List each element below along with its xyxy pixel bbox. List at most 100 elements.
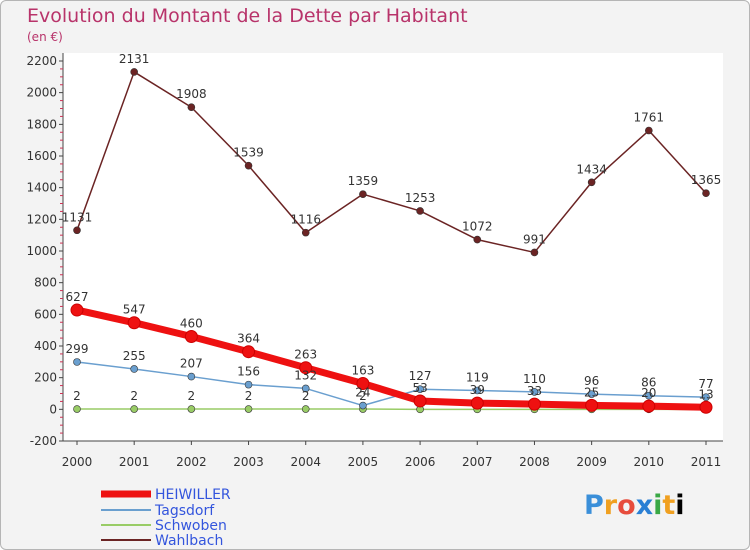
data-label: 364 [237,332,260,346]
series-line-tagsdorf [76,361,707,407]
x-tick-label: 2004 [290,455,321,469]
data-label: 1365 [691,173,722,187]
data-point [645,391,653,400]
data-point [130,68,138,76]
data-label: 2131 [119,52,150,66]
legend-label: Schwoben [155,518,227,534]
data-label: 163 [351,364,374,378]
data-label: 207 [180,357,203,371]
y-minor-tick [60,361,63,363]
y-minor-tick [60,76,63,78]
data-label: 2 [302,389,310,403]
data-label: 2 [73,389,81,403]
y-minor-tick [60,131,63,133]
data-label: 77 [698,377,713,391]
data-label: 2 [245,389,253,403]
data-label: 460 [180,317,203,331]
data-point [587,390,596,398]
data-point [301,228,310,237]
data-label: 2 [188,389,196,403]
data-point [359,190,367,198]
data-label: 20 [641,386,656,400]
data-point [73,405,81,413]
x-tick-label: 2007 [462,455,493,469]
data-point [70,303,84,317]
x-tick-label: 2006 [405,455,436,469]
data-label: 1761 [634,111,665,125]
data-point [244,161,253,170]
data-point [642,399,656,413]
data-point [184,330,198,343]
y-minor-tick [60,424,63,426]
data-point [359,401,367,410]
data-point [244,380,253,389]
x-tick-label: 2003 [233,455,264,469]
y-minor-tick [60,147,63,149]
y-minor-tick [60,400,63,402]
data-point [73,358,81,366]
y-tick-label: 2200 [26,54,57,68]
y-tick-label: 1600 [26,149,57,163]
y-minor-tick [60,242,63,244]
y-minor-tick [60,416,63,418]
data-label: 33 [527,384,542,398]
y-tick-label: 200 [34,371,57,385]
data-point [416,385,424,394]
y-minor-tick [60,290,63,292]
data-point [702,189,710,198]
y-minor-tick [60,68,63,70]
y-minor-tick [60,139,63,141]
data-point [473,386,482,395]
y-minor-tick [60,298,63,299]
data-label: 627 [66,290,89,304]
y-minor-tick [60,108,63,109]
y-tick-label: 1400 [26,181,57,195]
x-tick-label: 2011 [691,455,722,469]
y-tick-label: 1000 [26,244,57,258]
data-label: 132 [294,368,317,382]
data-point [530,248,539,257]
y-minor-tick [60,321,63,323]
data-point [470,396,484,410]
y-minor-tick [60,369,63,371]
data-label: 1072 [462,220,493,234]
data-label: 255 [123,349,146,363]
y-minor-tick [60,305,63,307]
y-minor-tick [60,179,63,181]
data-label: 110 [523,372,546,386]
y-minor-tick [60,274,63,276]
y-minor-tick [60,210,63,212]
y-tick-label: 0 [49,402,57,416]
data-point [187,405,196,413]
y-tick-label: 400 [34,339,57,353]
data-label: 119 [466,370,489,384]
data-point [645,126,653,135]
data-label: 1253 [405,191,436,205]
x-tick-label: 2009 [576,455,607,469]
y-minor-tick [60,266,63,268]
x-tick-label: 2008 [519,455,550,469]
data-label: 1131 [62,210,93,224]
y-minor-tick [60,171,63,173]
y-minor-tick [60,353,63,355]
data-label: 96 [584,374,599,388]
y-minor-tick [60,84,63,86]
data-label: 263 [294,348,317,362]
data-label: 24 [355,386,370,400]
data-label: 127 [409,369,432,383]
data-label: 1908 [176,87,207,101]
data-label: 991 [523,232,546,246]
y-minor-tick [60,329,63,331]
data-point [299,361,313,375]
data-point [244,405,253,413]
chart-unit-label: (en €) [27,30,63,44]
data-label: 1539 [233,146,264,160]
proxiti-logo: Proxiti [584,490,685,521]
data-label: 1434 [576,162,607,176]
data-point [242,345,256,359]
x-tick-label: 2002 [176,455,207,469]
data-label: 39 [470,383,485,397]
y-tick-label: 1800 [26,117,57,131]
data-point [301,405,310,413]
legend-label: HEIWILLER [155,487,231,503]
